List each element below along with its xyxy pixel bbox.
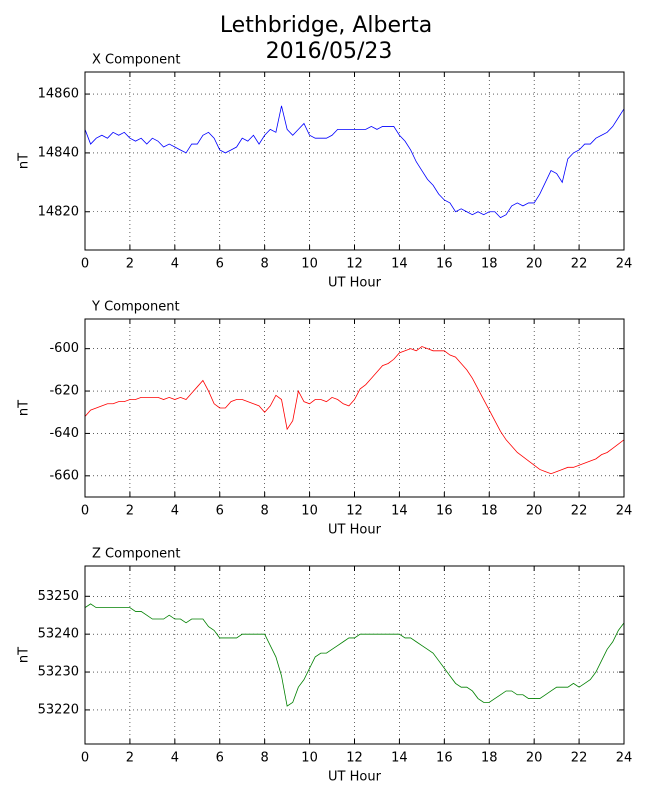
x-tick-label: 8 <box>261 257 269 272</box>
x-tick-label: 4 <box>171 751 179 766</box>
axes-title: Z Component <box>92 547 181 562</box>
y-tick-label: 53240 <box>38 627 79 642</box>
y-tick-label: 53250 <box>38 589 79 604</box>
x-tick-label: 12 <box>346 504 363 519</box>
x-tick-label: 22 <box>571 504 588 519</box>
y-tick-label: 53230 <box>38 665 79 680</box>
x-tick-label: 6 <box>216 751 224 766</box>
x-tick-label: 2 <box>126 504 134 519</box>
x-tick-label: 18 <box>481 751 498 766</box>
x-tick-label: 18 <box>481 257 498 272</box>
x-tick-label: 0 <box>81 257 89 272</box>
x-tick-label: 6 <box>216 257 224 272</box>
axes-title: X Component <box>92 53 181 68</box>
x-tick-label: 24 <box>616 504 633 519</box>
y-tick-label: -640 <box>49 426 79 441</box>
x-tick-label: 10 <box>301 257 318 272</box>
x-tick-label: 0 <box>81 504 89 519</box>
x-tick-label: 20 <box>526 751 543 766</box>
x-tick-label: 22 <box>571 257 588 272</box>
y-axis-label: nT <box>17 153 32 169</box>
x-tick-label: 18 <box>481 504 498 519</box>
figure-subtitle: 2016/05/23 <box>266 39 393 64</box>
data-line <box>85 346 624 475</box>
x-tick-label: 8 <box>261 504 269 519</box>
x-tick-label: 6 <box>216 504 224 519</box>
x-tick-label: 4 <box>171 504 179 519</box>
x-tick-label: 24 <box>616 257 633 272</box>
x-axis-label: UT Hour <box>328 523 382 538</box>
x-tick-label: 12 <box>346 257 363 272</box>
axes-title: Y Component <box>91 300 180 315</box>
x-tick-label: 2 <box>126 751 134 766</box>
y-tick-label: -620 <box>49 384 79 399</box>
y-tick-label: 14840 <box>38 145 79 160</box>
figure-title: Lethbridge, Alberta <box>220 13 432 38</box>
x-tick-label: 0 <box>81 751 89 766</box>
x-tick-label: 16 <box>436 751 453 766</box>
x-tick-label: 12 <box>346 751 363 766</box>
x-tick-label: 10 <box>301 504 318 519</box>
x-tick-label: 16 <box>436 504 453 519</box>
x-tick-label: 20 <box>526 257 543 272</box>
x-tick-label: 14 <box>391 751 408 766</box>
y-tick-label: 53220 <box>38 702 79 717</box>
x-axis-label: UT Hour <box>328 276 382 291</box>
x-tick-label: 24 <box>616 751 633 766</box>
data-line <box>85 603 624 707</box>
y-tick-label: -660 <box>49 468 79 483</box>
x-tick-label: 14 <box>391 504 408 519</box>
x-tick-label: 14 <box>391 257 408 272</box>
y-axis-label: nT <box>17 400 32 416</box>
x-tick-label: 10 <box>301 751 318 766</box>
y-tick-label: 14860 <box>38 87 79 102</box>
x-tick-label: 8 <box>261 751 269 766</box>
x-tick-label: 16 <box>436 257 453 272</box>
x-tick-label: 22 <box>571 751 588 766</box>
data-line <box>85 105 624 219</box>
y-tick-label: -600 <box>49 341 79 356</box>
x-tick-label: 4 <box>171 257 179 272</box>
y-tick-label: 14820 <box>38 204 79 219</box>
y-axis-label: nT <box>17 647 32 663</box>
x-tick-label: 2 <box>126 257 134 272</box>
x-tick-label: 20 <box>526 504 543 519</box>
x-axis-label: UT Hour <box>328 770 382 785</box>
